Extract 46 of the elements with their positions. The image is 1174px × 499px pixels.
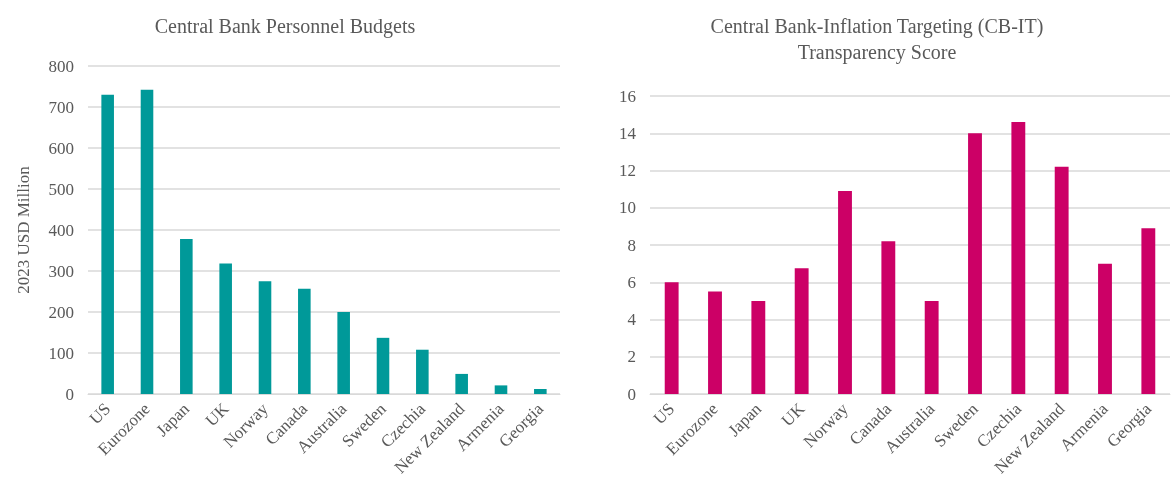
bar [881, 241, 896, 394]
bar [1141, 228, 1156, 394]
bar [924, 300, 939, 394]
bar [455, 373, 468, 394]
bar [708, 291, 722, 394]
y-axis-title: 2023 USD Million [14, 165, 33, 294]
y-tick-label: 600 [48, 138, 74, 158]
y-tick-label: 500 [48, 179, 74, 199]
bar [298, 288, 311, 394]
chart-title: Central Bank Personnel Budgets [154, 15, 416, 38]
y-tick-label: 100 [48, 343, 74, 363]
y-tick-label: 800 [48, 56, 74, 76]
bar [534, 389, 547, 394]
y-tick-label: 8 [627, 235, 636, 255]
y-tick-label: 16 [619, 86, 636, 106]
y-tick-label: 4 [627, 310, 637, 329]
y-tick-label: 0 [65, 384, 74, 404]
y-tick-label: 200 [48, 302, 74, 322]
bar [794, 268, 809, 394]
y-tick-label: 10 [619, 198, 636, 218]
bar [416, 349, 429, 394]
bar [376, 337, 390, 394]
bar [101, 94, 114, 394]
y-tick-label: 0 [627, 384, 636, 404]
bar [968, 133, 982, 394]
bar [1054, 166, 1069, 394]
y-tick-label: 6 [627, 272, 636, 292]
y-tick-label: 400 [48, 220, 74, 240]
y-tick-label: 300 [48, 261, 74, 281]
bar [494, 385, 508, 394]
bar [258, 281, 272, 394]
y-tick-label: 2 [627, 347, 636, 367]
bar [140, 89, 154, 394]
bar [337, 312, 350, 394]
bar [838, 190, 852, 394]
bar [1098, 263, 1112, 394]
bar [1011, 122, 1026, 394]
x-tick-label: UK [777, 398, 809, 431]
y-tick-label: 700 [48, 97, 74, 117]
bar [219, 263, 232, 394]
bar [180, 239, 193, 394]
y-tick-label: 12 [619, 161, 636, 180]
y-tick-label: 14 [619, 123, 637, 143]
bar [664, 282, 679, 394]
chart-title: Central Bank-Inflation Targeting (CB-IT) Transparency Score [710, 15, 1044, 64]
bar [751, 300, 766, 394]
